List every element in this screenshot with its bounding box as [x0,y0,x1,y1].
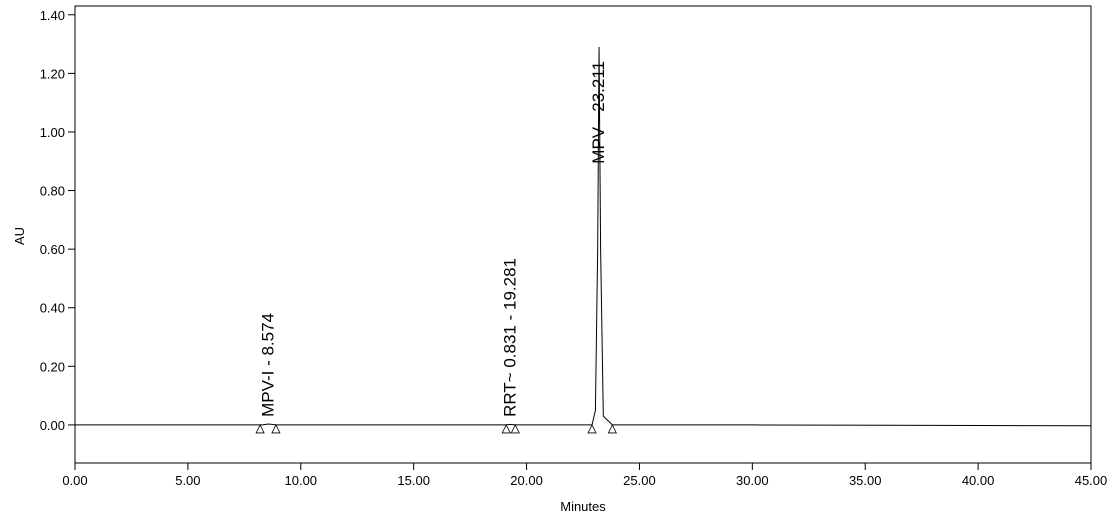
x-tick-label: 0.00 [62,473,87,488]
plot-frame [74,5,1092,464]
y-tick-label: 0.00 [40,418,65,433]
integration-marker [510,424,520,434]
integration-marker [587,424,597,434]
y-tick-label: 0.40 [40,301,65,316]
x-tick-label: 30.00 [736,473,769,488]
y-tick-label: 0.80 [40,184,65,199]
x-tick-label: 25.00 [623,473,656,488]
x-axis-label: Minutes [560,499,606,514]
x-tick-label: 5.00 [175,473,200,488]
integration-marker [271,424,281,434]
peak-label: MPV - 23.211 [589,61,608,164]
peak-label: RRT~ 0.831 - 19.281 [500,258,519,417]
x-tick-label: 10.00 [285,473,318,488]
x-tick-label: 40.00 [962,473,995,488]
y-tick-label: 0.20 [40,359,65,374]
y-tick-label: 0.60 [40,242,65,257]
x-tick-label: 35.00 [849,473,882,488]
x-tick-label: 20.00 [510,473,543,488]
integration-marker [501,424,511,434]
x-tick-label: 15.00 [397,473,430,488]
x-tick-label: 45.00 [1075,473,1108,488]
y-axis-label: AU [12,227,27,245]
y-tick-label: 1.00 [40,125,65,140]
integration-marker [607,424,617,434]
y-tick-label: 1.20 [40,66,65,81]
y-tick-label: 1.40 [40,8,65,23]
peak-label: MPV-I - 8.574 [259,313,278,417]
integration-marker [255,424,265,434]
trace-line [75,47,1092,427]
